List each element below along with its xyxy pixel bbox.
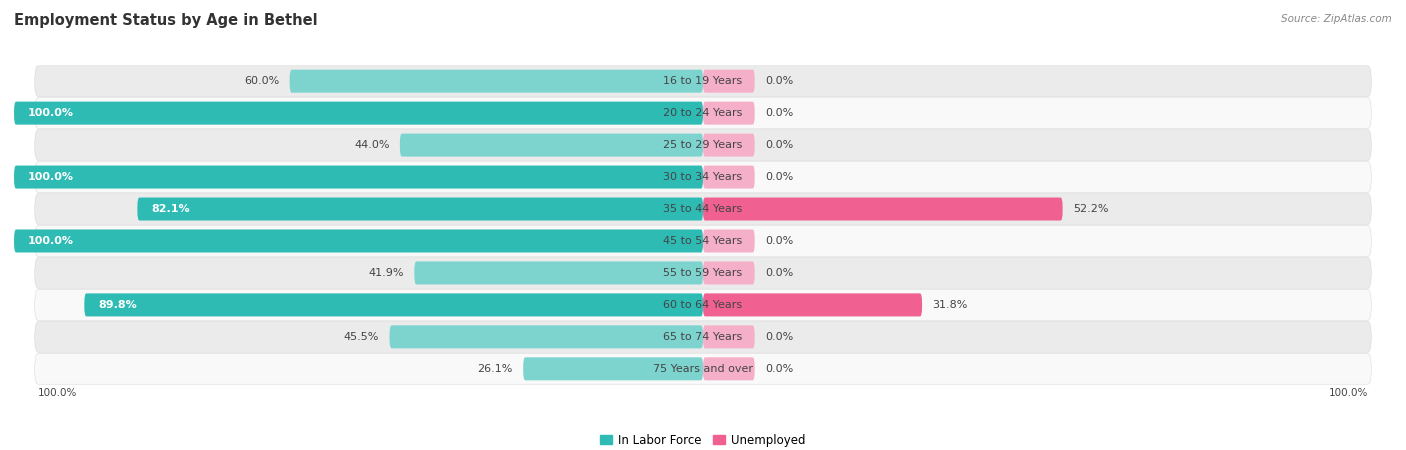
FancyBboxPatch shape	[703, 198, 1063, 220]
Text: 100.0%: 100.0%	[28, 236, 75, 246]
Text: 0.0%: 0.0%	[765, 76, 793, 86]
FancyBboxPatch shape	[35, 354, 1371, 384]
Text: 0.0%: 0.0%	[765, 108, 793, 118]
FancyBboxPatch shape	[703, 325, 755, 348]
Text: 75 Years and over: 75 Years and over	[652, 364, 754, 374]
Text: 52.2%: 52.2%	[1073, 204, 1108, 214]
Text: 60 to 64 Years: 60 to 64 Years	[664, 300, 742, 310]
Text: 0.0%: 0.0%	[765, 172, 793, 182]
FancyBboxPatch shape	[35, 66, 1371, 96]
Text: 100.0%: 100.0%	[1329, 388, 1368, 398]
Text: 82.1%: 82.1%	[152, 204, 190, 214]
Text: 0.0%: 0.0%	[765, 364, 793, 374]
Legend: In Labor Force, Unemployed: In Labor Force, Unemployed	[596, 429, 810, 450]
FancyBboxPatch shape	[703, 293, 922, 316]
Text: 45.5%: 45.5%	[344, 332, 380, 342]
Text: 41.9%: 41.9%	[368, 268, 404, 278]
FancyBboxPatch shape	[84, 293, 703, 316]
Text: 0.0%: 0.0%	[765, 268, 793, 278]
FancyBboxPatch shape	[35, 98, 1371, 128]
FancyBboxPatch shape	[703, 230, 755, 252]
FancyBboxPatch shape	[35, 162, 1371, 193]
FancyBboxPatch shape	[290, 70, 703, 93]
Text: 0.0%: 0.0%	[765, 332, 793, 342]
Text: 26.1%: 26.1%	[478, 364, 513, 374]
FancyBboxPatch shape	[14, 230, 703, 252]
FancyBboxPatch shape	[703, 134, 755, 157]
Text: 20 to 24 Years: 20 to 24 Years	[664, 108, 742, 118]
FancyBboxPatch shape	[35, 194, 1371, 225]
FancyBboxPatch shape	[399, 134, 703, 157]
Text: 25 to 29 Years: 25 to 29 Years	[664, 140, 742, 150]
FancyBboxPatch shape	[14, 102, 703, 125]
Text: 30 to 34 Years: 30 to 34 Years	[664, 172, 742, 182]
Text: Source: ZipAtlas.com: Source: ZipAtlas.com	[1281, 14, 1392, 23]
FancyBboxPatch shape	[35, 289, 1371, 320]
Text: 65 to 74 Years: 65 to 74 Years	[664, 332, 742, 342]
Text: 100.0%: 100.0%	[28, 172, 75, 182]
FancyBboxPatch shape	[14, 166, 703, 189]
FancyBboxPatch shape	[415, 261, 703, 284]
FancyBboxPatch shape	[35, 130, 1371, 161]
FancyBboxPatch shape	[703, 70, 755, 93]
FancyBboxPatch shape	[138, 198, 703, 220]
FancyBboxPatch shape	[389, 325, 703, 348]
Text: 0.0%: 0.0%	[765, 140, 793, 150]
FancyBboxPatch shape	[35, 322, 1371, 352]
FancyBboxPatch shape	[703, 261, 755, 284]
FancyBboxPatch shape	[35, 257, 1371, 288]
Text: 60.0%: 60.0%	[245, 76, 280, 86]
FancyBboxPatch shape	[523, 357, 703, 380]
Text: 100.0%: 100.0%	[38, 388, 77, 398]
FancyBboxPatch shape	[35, 225, 1371, 256]
Text: 45 to 54 Years: 45 to 54 Years	[664, 236, 742, 246]
Text: 100.0%: 100.0%	[28, 108, 75, 118]
Text: 31.8%: 31.8%	[932, 300, 967, 310]
FancyBboxPatch shape	[703, 357, 755, 380]
Text: 55 to 59 Years: 55 to 59 Years	[664, 268, 742, 278]
FancyBboxPatch shape	[703, 166, 755, 189]
Text: 16 to 19 Years: 16 to 19 Years	[664, 76, 742, 86]
Text: 89.8%: 89.8%	[98, 300, 136, 310]
Text: 35 to 44 Years: 35 to 44 Years	[664, 204, 742, 214]
Text: Employment Status by Age in Bethel: Employment Status by Age in Bethel	[14, 14, 318, 28]
Text: 44.0%: 44.0%	[354, 140, 389, 150]
Text: 0.0%: 0.0%	[765, 236, 793, 246]
FancyBboxPatch shape	[703, 102, 755, 125]
